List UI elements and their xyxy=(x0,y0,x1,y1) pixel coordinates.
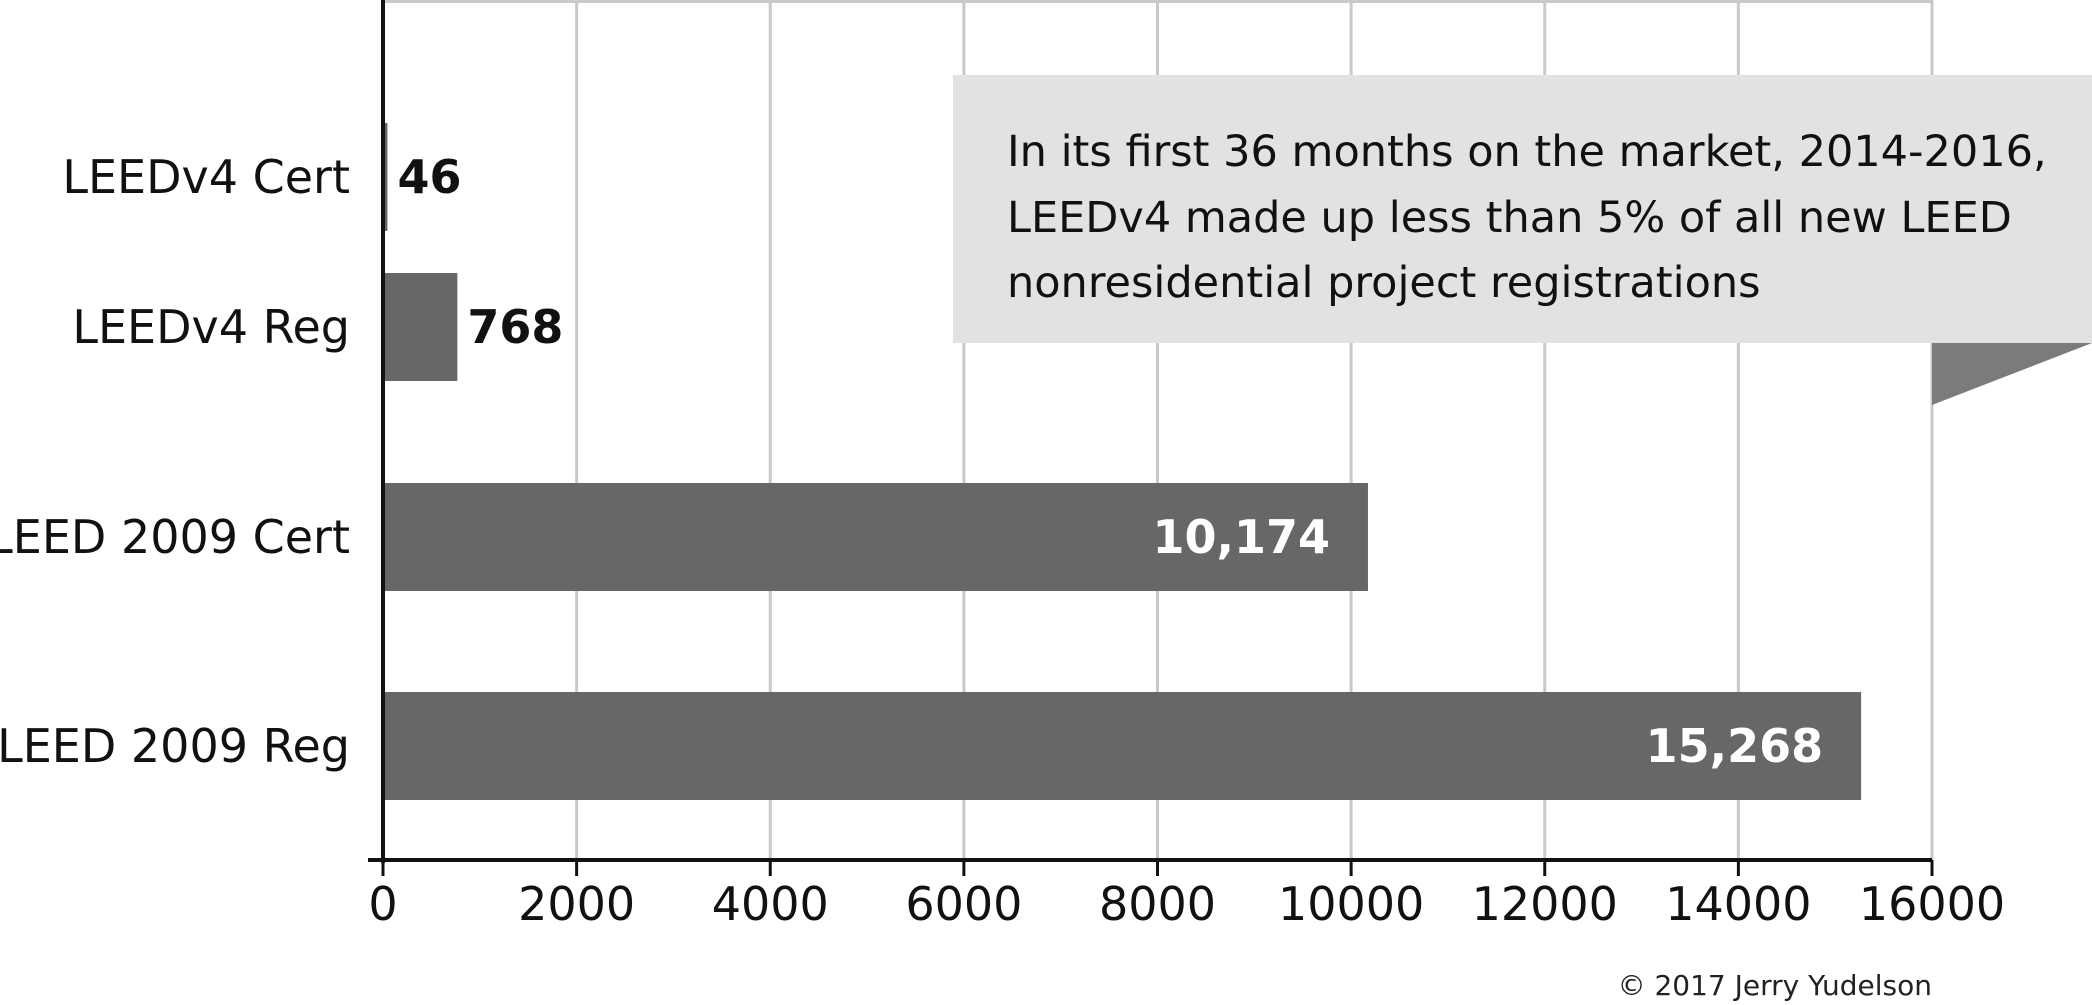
x-tick-label-6: 12000 xyxy=(1472,877,1618,931)
x-tick-label-8: 16000 xyxy=(1859,877,2005,931)
callout-line-3: nonresidential project registrations xyxy=(1007,258,1761,308)
x-tick-label-4: 8000 xyxy=(1099,877,1216,931)
copyright-text: © 2017 Jerry Yudelson xyxy=(1618,969,1932,1002)
bar-0 xyxy=(383,123,388,231)
x-tick-label-3: 6000 xyxy=(905,877,1022,931)
value-label-3: 15,268 xyxy=(1646,719,1824,773)
x-tick-label-1: 2000 xyxy=(518,877,635,931)
bar-1 xyxy=(383,273,458,381)
category-labels: LEEDv4 Cert LEEDv4 Reg LEED 2009 Cert LEED … xyxy=(0,150,350,773)
callout-line-1: In its first 36 months on the market, 20… xyxy=(1007,127,2047,177)
x-tick-label-5: 10000 xyxy=(1278,877,1424,931)
category-label-1: LEEDv4 Reg xyxy=(72,300,350,354)
bar-2 xyxy=(383,483,1368,591)
axes xyxy=(368,0,1934,876)
value-label-1: 768 xyxy=(467,300,563,354)
x-tick-label-2: 4000 xyxy=(712,877,829,931)
x-tick-label-0: 0 xyxy=(368,877,397,931)
value-label-0: 46 xyxy=(397,150,461,204)
category-label-3: LEED 2009 Reg xyxy=(0,719,350,773)
x-tick-label-7: 14000 xyxy=(1665,877,1811,931)
bars: 46 768 10,174 15,268 xyxy=(383,123,1862,800)
bar-3 xyxy=(383,692,1862,800)
value-label-2: 10,174 xyxy=(1152,510,1330,564)
category-label-0: LEEDv4 Cert xyxy=(62,150,350,204)
callout-box xyxy=(953,75,2092,343)
x-axis-tick-labels: 0 2000 4000 6000 8000 10000 12000 14000 16000 xyxy=(368,877,2005,931)
callout-line-2: LEEDv4 made up less than 5% of all new L… xyxy=(1007,193,2012,243)
annotation-callout: In its first 36 months on the market, 20… xyxy=(953,75,2092,405)
category-label-2: LEED 2009 Cert xyxy=(0,510,350,564)
